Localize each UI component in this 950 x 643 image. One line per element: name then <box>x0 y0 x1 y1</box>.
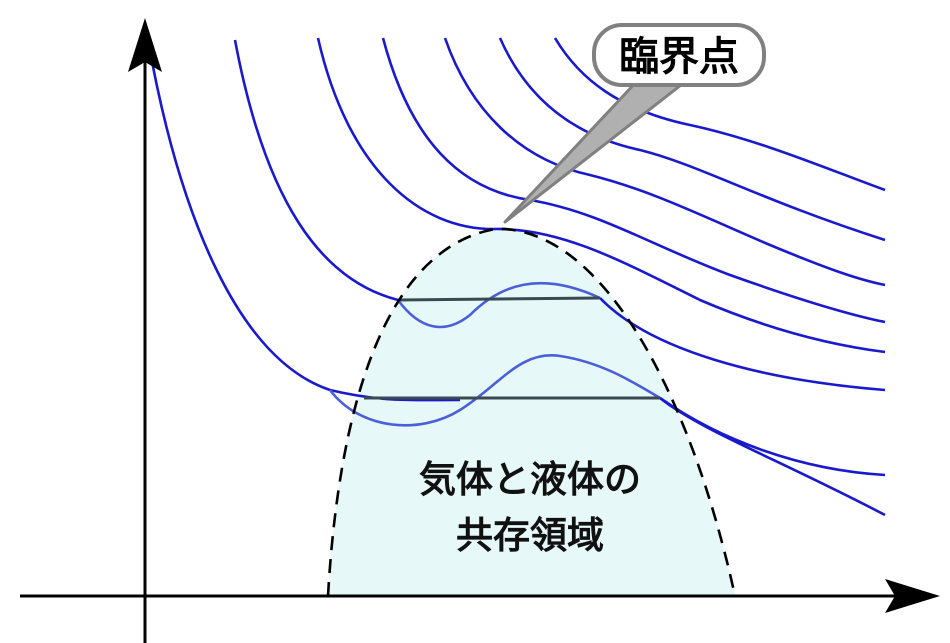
vdw-loops <box>328 281 661 427</box>
isotherm-7 <box>553 37 886 192</box>
isotherm-3 <box>316 37 886 354</box>
tie-lines <box>364 296 660 400</box>
coexistence-region <box>328 228 735 597</box>
x-axis-arrowhead <box>885 579 940 613</box>
tie-line-upper <box>397 296 601 302</box>
critical-point-label: 臨界点 <box>619 34 739 80</box>
region-label-line2: 共存領域 <box>456 514 604 557</box>
coexistence-boundary <box>326 227 737 597</box>
axes <box>20 18 940 643</box>
isotherm-1 <box>146 39 461 402</box>
callout-box <box>592 23 766 87</box>
isotherm-2-right <box>599 297 886 392</box>
critical-point-callout: 臨界点 <box>503 23 766 224</box>
region-label-line1: 気体と液体の <box>419 458 641 501</box>
loop-upper <box>396 281 601 329</box>
y-axis-arrowhead <box>128 18 162 72</box>
loop-lower <box>328 354 661 427</box>
isotherm-4 <box>381 37 886 324</box>
isotherm-2 <box>233 39 399 302</box>
isotherm-5 <box>443 37 886 287</box>
isotherms <box>146 37 886 477</box>
callout-pointer <box>503 76 692 224</box>
isotherm-6 <box>498 37 886 242</box>
